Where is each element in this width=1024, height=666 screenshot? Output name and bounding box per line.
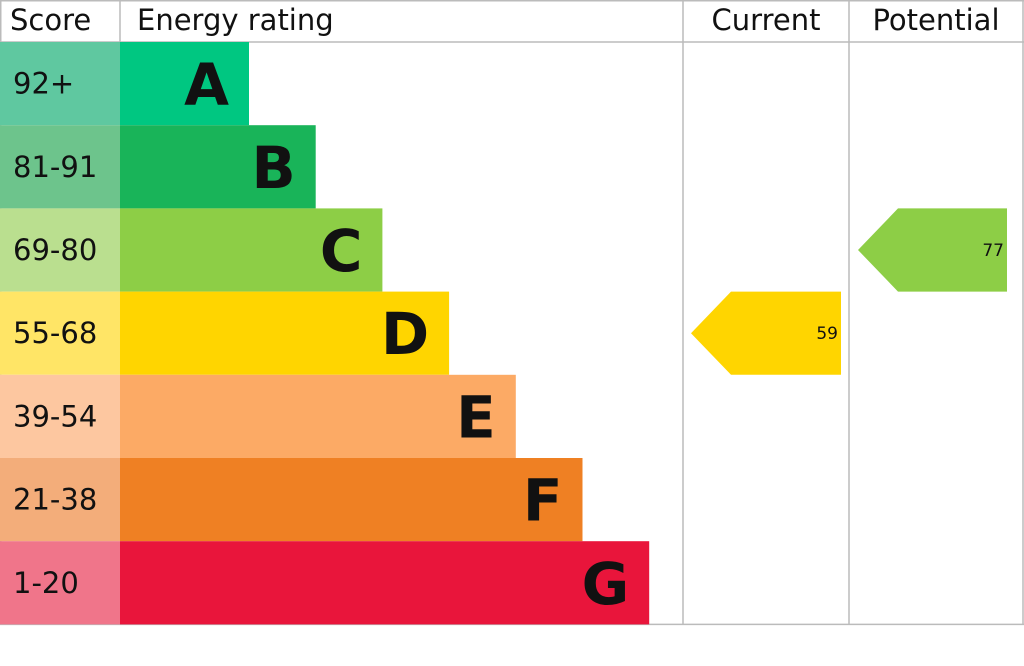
potential-value: 77 (982, 241, 1004, 261)
score-cell-B (0, 125, 120, 209)
band-letter-F: F (523, 467, 563, 535)
band-bar-D (120, 291, 450, 375)
score-cell-D (0, 291, 120, 375)
band-letter-A: A (184, 51, 229, 119)
score-cell-C (0, 208, 120, 292)
score-range-G: 1-20 (13, 566, 79, 600)
score-cell-F (0, 458, 120, 542)
score-cell-A (0, 42, 120, 126)
score-range-C: 69-80 (13, 233, 97, 267)
band-letter-E: E (456, 383, 496, 451)
band-bar-F (120, 458, 583, 542)
score-cell-E (0, 374, 120, 458)
header-energy-rating: Energy rating (137, 3, 334, 37)
header-score: Score (10, 3, 91, 37)
current-value: 59 (816, 324, 838, 344)
band-bar-E (120, 374, 516, 458)
header-potential: Potential (872, 3, 999, 37)
band-bar-C (120, 208, 383, 292)
band-letter-C: C (320, 217, 363, 285)
header-current: Current (712, 3, 821, 37)
score-range-B: 81-91 (13, 150, 97, 184)
band-bar-G (120, 541, 650, 625)
score-range-F: 21-38 (13, 483, 97, 517)
bands: 92+ A 81-91 B 69-80 C 55-68 D 39-54 E 21-38 F 1-20 G (0, 42, 650, 625)
score-range-E: 39-54 (13, 399, 97, 433)
potential-arrow (858, 208, 1007, 292)
rating-arrows: 59 77 (691, 208, 1007, 375)
band-bar-A (120, 42, 249, 126)
score-cell-G (0, 541, 120, 625)
band-letter-B: B (251, 134, 295, 202)
score-range-D: 55-68 (13, 316, 97, 350)
band-letter-G: G (582, 550, 630, 618)
current-arrow (691, 291, 841, 375)
band-letter-D: D (381, 300, 429, 368)
band-bar-B (120, 125, 316, 209)
score-range-A: 92+ (13, 67, 74, 101)
